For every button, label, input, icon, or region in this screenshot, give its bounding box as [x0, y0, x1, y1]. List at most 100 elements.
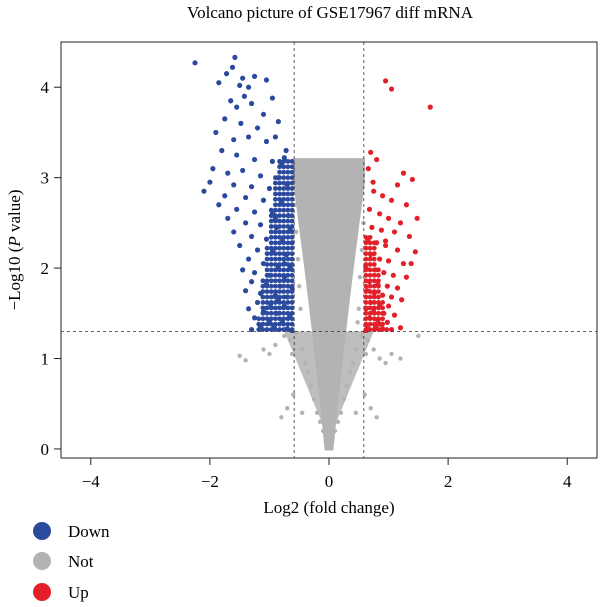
point-down — [264, 294, 270, 300]
point-not — [279, 415, 284, 420]
point-down — [273, 262, 278, 267]
down-points-layer — [192, 54, 295, 334]
point-down — [289, 158, 295, 164]
point-down — [277, 158, 282, 164]
point-up — [382, 242, 389, 249]
point-down — [248, 100, 255, 107]
point-up — [363, 267, 369, 273]
point-up — [363, 256, 369, 262]
point-down — [281, 164, 287, 170]
point-down — [289, 191, 295, 197]
point-up — [377, 211, 383, 217]
point-down — [268, 300, 274, 305]
point-down — [269, 158, 276, 164]
point-down — [263, 77, 270, 83]
point-up — [367, 272, 373, 278]
point-up — [388, 326, 395, 333]
y-axis-label-suffix: value) — [5, 189, 24, 236]
point-down — [277, 202, 282, 208]
point-up — [363, 283, 369, 289]
point-down — [285, 234, 291, 240]
point-not — [273, 342, 278, 348]
point-up — [412, 249, 418, 255]
point-down — [285, 191, 291, 197]
point-up — [363, 234, 369, 240]
point-down — [231, 137, 237, 143]
y-tick-label: 1 — [41, 350, 50, 369]
point-down — [240, 75, 246, 81]
point-down — [289, 278, 295, 284]
point-up — [369, 224, 375, 230]
point-down — [281, 196, 287, 202]
point-down — [289, 175, 295, 181]
point-down — [256, 321, 262, 327]
point-down — [248, 184, 255, 190]
point-down — [264, 278, 270, 284]
point-down — [277, 327, 282, 332]
point-not — [282, 333, 287, 339]
point-up — [406, 233, 412, 240]
point-down — [257, 222, 264, 228]
point-down — [281, 155, 287, 161]
point-up — [365, 166, 371, 172]
point-down — [273, 305, 278, 311]
point-up — [367, 294, 373, 300]
point-down — [273, 245, 278, 251]
point-down — [229, 64, 236, 70]
point-up — [371, 240, 377, 246]
y-axis-label-italic: P — [5, 236, 24, 247]
point-down — [273, 272, 278, 278]
point-not — [329, 439, 335, 444]
y-tick-label: 4 — [41, 78, 50, 97]
point-down — [289, 180, 295, 186]
point-down — [264, 272, 270, 278]
point-up — [382, 238, 389, 244]
point-down — [260, 327, 266, 332]
point-down — [285, 245, 291, 251]
chart-title: Volcano picture of GSE17967 diff mRNA — [187, 3, 474, 22]
point-down — [281, 300, 287, 305]
point-not — [267, 351, 272, 357]
point-down — [281, 256, 287, 262]
point-up — [363, 310, 369, 316]
point-down — [277, 218, 282, 224]
point-up — [363, 278, 369, 284]
point-not — [294, 229, 299, 235]
point-down — [289, 327, 295, 332]
point-down — [264, 245, 270, 251]
point-up — [377, 256, 383, 262]
point-down — [277, 262, 282, 267]
point-up — [376, 278, 381, 284]
point-down — [260, 321, 266, 327]
point-down — [273, 327, 278, 332]
point-down — [273, 289, 278, 294]
point-down — [231, 182, 237, 188]
point-down — [241, 93, 248, 99]
point-down — [268, 283, 274, 289]
point-down — [281, 267, 287, 273]
point-up — [388, 197, 395, 203]
point-down — [234, 152, 240, 158]
point-down — [285, 310, 291, 316]
point-down — [251, 156, 258, 163]
point-up — [367, 305, 373, 311]
point-up — [368, 149, 374, 155]
point-down — [277, 321, 282, 327]
point-up — [414, 215, 420, 221]
point-down — [260, 111, 267, 117]
point-down — [260, 316, 266, 322]
point-down — [289, 234, 295, 240]
point-up — [367, 283, 373, 289]
point-up — [390, 272, 396, 278]
point-down — [222, 193, 228, 199]
point-down — [234, 206, 240, 212]
point-not — [416, 333, 421, 339]
point-down — [281, 245, 287, 251]
point-down — [289, 310, 295, 316]
point-up — [363, 289, 369, 294]
point-down — [281, 272, 287, 278]
y-axis-label: −Log10 (P value) — [5, 189, 24, 310]
point-down — [273, 229, 278, 235]
point-down — [285, 224, 291, 229]
point-down — [285, 158, 291, 164]
